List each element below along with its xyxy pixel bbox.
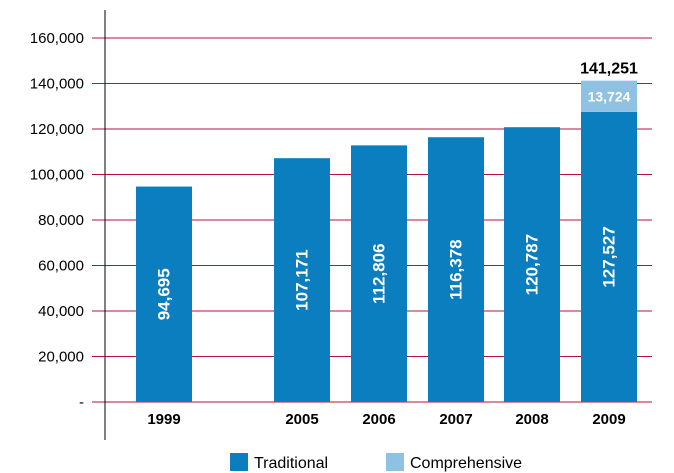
legend-swatch-comprehensive <box>386 453 404 471</box>
y-tick-label: 140,000 <box>30 76 84 93</box>
x-tick-label: 2006 <box>362 411 395 428</box>
bar-traditional-2005 <box>274 158 330 402</box>
bar-value-label: 94,695 <box>155 268 174 320</box>
bars: 94,695 107,171 112,806 116,378 120,787 127,52… <box>136 61 638 403</box>
bar-value-label: 107,171 <box>293 249 312 310</box>
y-tick-label: 100,000 <box>30 167 84 184</box>
total-value-label: 141,251 <box>580 61 638 78</box>
bar-traditional-2008 <box>504 127 560 403</box>
bar-traditional-2007 <box>428 137 484 402</box>
legend: Traditional Comprehensive <box>230 453 522 472</box>
legend-label-traditional: Traditional <box>254 455 328 472</box>
bar-value-label: 112,806 <box>370 243 389 304</box>
y-tick-label: 80,000 <box>38 212 84 229</box>
bar-traditional-2009 <box>581 111 637 403</box>
x-tick-label: 2009 <box>592 411 625 428</box>
x-tick-label: 2008 <box>515 411 548 428</box>
x-tick-label: 1999 <box>147 411 180 428</box>
x-tick-label: 2007 <box>439 411 472 428</box>
bar-traditional-1999 <box>136 186 192 402</box>
x-tick-label: 2005 <box>285 411 318 428</box>
stack-value-label: 13,724 <box>588 88 631 104</box>
x-axis-labels: 1999 2005 2006 2007 2008 2009 <box>147 411 625 428</box>
bar-traditional-2006 <box>351 145 407 403</box>
y-tick-label: - <box>79 394 84 411</box>
y-tick-label: 20,000 <box>38 349 84 366</box>
bar-comprehensive-2009 <box>581 80 637 112</box>
y-tick-label: 160,000 <box>30 30 84 47</box>
y-tick-label: 120,000 <box>30 121 84 138</box>
y-tick-label: 40,000 <box>38 303 84 320</box>
y-axis: - 20,000 40,000 60,000 80,000 100,000 120,000 1… <box>30 10 106 440</box>
y-tick-label: 60,000 <box>38 258 84 275</box>
bar-value-label: 120,787 <box>523 234 542 295</box>
bar-value-label: 127,527 <box>600 226 619 287</box>
legend-swatch-traditional <box>230 453 248 471</box>
legend-label-comprehensive: Comprehensive <box>410 455 522 472</box>
bar-value-label: 116,378 <box>447 239 466 300</box>
